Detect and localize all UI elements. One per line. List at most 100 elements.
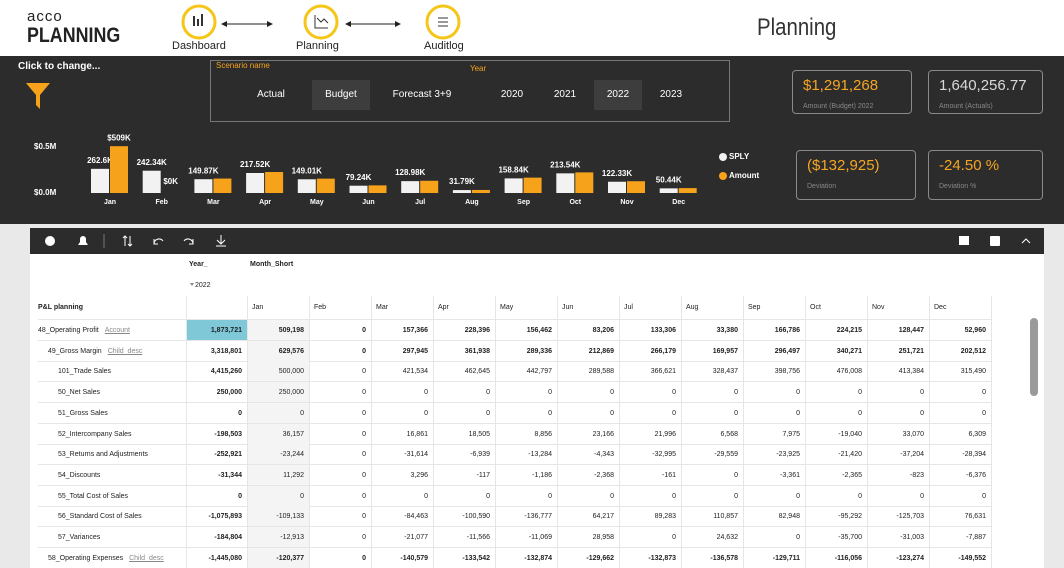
- x-tick-label: Nov: [620, 199, 633, 206]
- redo-icon[interactable]: [183, 238, 194, 245]
- nav-label[interactable]: Dashboard: [172, 40, 226, 52]
- save-icon[interactable]: [990, 236, 1000, 246]
- x-tick-label: Oct: [569, 199, 581, 206]
- bar: [368, 185, 387, 193]
- bar: [523, 177, 542, 193]
- table-cell: -123,274: [868, 547, 930, 568]
- scenario-option[interactable]: Actual: [257, 89, 285, 100]
- table-cell: 0: [310, 320, 372, 341]
- nav-label[interactable]: Planning: [296, 40, 339, 52]
- table-cell: 0: [310, 527, 372, 548]
- table-cell: -6,376: [930, 464, 992, 486]
- month-header: Sep: [744, 296, 806, 320]
- table-cell: 413,384: [868, 361, 930, 383]
- year-option[interactable]: 2021: [553, 89, 577, 100]
- scenario-label: Scenario name: [216, 61, 270, 70]
- filter-panel: Click to change... Scenario name Year $0…: [0, 56, 1064, 224]
- bar: [349, 185, 368, 193]
- table-cell: -823: [868, 464, 930, 486]
- table-cell: 0: [310, 506, 372, 528]
- scenario-option[interactable]: Budget: [312, 80, 370, 110]
- bar: [246, 172, 265, 193]
- y-tick-label: $0.5M: [34, 142, 57, 151]
- row-label-text: 48_Operating Profit: [38, 327, 99, 334]
- table-cell: 289,588: [558, 361, 620, 383]
- collapse-icon[interactable]: [1021, 238, 1031, 244]
- table-cell: 251,721: [868, 340, 930, 362]
- expand-icon[interactable]: [190, 283, 194, 286]
- row-label-text: 49_Gross Margin: [48, 347, 102, 355]
- legend-marker: [719, 153, 727, 161]
- table-cell: -21,420: [806, 444, 868, 466]
- table-cell: 202,512: [930, 340, 992, 362]
- table-cell: -28,394: [930, 444, 992, 466]
- table-cell: 23,166: [558, 423, 620, 445]
- empty: [187, 296, 248, 320]
- download-icon[interactable]: [216, 235, 226, 247]
- table-cell: 442,797: [496, 361, 558, 383]
- row-label-text: 57_Variances: [58, 534, 101, 541]
- bell-icon[interactable]: [78, 236, 88, 245]
- table-cell: 83,206: [558, 320, 620, 341]
- row-tag[interactable]: Child_desc: [107, 347, 143, 355]
- bar: [678, 188, 697, 193]
- table-cell: 462,645: [434, 361, 496, 383]
- table-cell: -31,614: [372, 444, 434, 466]
- table-cell: -109,133: [248, 506, 310, 528]
- row-label: 48_Operating Profit Account: [38, 320, 187, 341]
- table-cell: 0: [187, 402, 248, 424]
- table-cell: 133,306: [620, 320, 682, 341]
- row-label-text: 56_Standard Cost of Sales: [58, 513, 142, 521]
- table-cell: 0: [310, 485, 372, 507]
- table-cell: 289,336: [496, 340, 558, 362]
- table-cell: 82,948: [744, 506, 806, 528]
- nav-label[interactable]: Auditlog: [424, 40, 464, 52]
- data-label: 242.34K: [137, 158, 167, 167]
- header: acco PLANNING Dashboard Planning Auditlo…: [0, 0, 1064, 56]
- table-cell: 7,975: [744, 423, 806, 445]
- table-cell: 0: [806, 402, 868, 424]
- x-tick-label: Sep: [517, 199, 530, 206]
- year-header: 2022: [195, 282, 211, 289]
- table-cell: 89,283: [620, 506, 682, 528]
- bar: [110, 146, 128, 193]
- row-tag[interactable]: Account: [104, 327, 130, 334]
- table-cell: 0: [310, 402, 372, 424]
- table-cell: 0: [868, 382, 930, 404]
- table-cell: -4,343: [558, 444, 620, 466]
- row-label: 49_Gross Margin Child_desc: [38, 340, 187, 362]
- table-cell: -11,566: [434, 527, 496, 548]
- row-tag[interactable]: Child_desc: [129, 554, 164, 562]
- table-cell: 169,957: [682, 340, 744, 362]
- row-label: 53_Returns and Adjustments: [38, 444, 187, 466]
- table-cell: 0: [310, 361, 372, 383]
- table-cell: 0: [930, 382, 992, 404]
- year-option[interactable]: 2023: [659, 89, 683, 100]
- sort-icon[interactable]: [122, 235, 133, 247]
- year-option[interactable]: 2020: [500, 89, 524, 100]
- table-cell: 228,396: [434, 320, 496, 341]
- click-label[interactable]: Click to change...: [18, 61, 101, 72]
- filter-icon[interactable]: [26, 83, 50, 109]
- table-cell: -117: [434, 464, 496, 486]
- table-cell: 0: [682, 382, 744, 404]
- table-cell: 212,869: [558, 340, 620, 362]
- empty: [38, 275, 1028, 296]
- row-label: 55_Total Cost of Sales: [38, 485, 187, 507]
- comment-icon[interactable]: [959, 236, 969, 245]
- table-cell: 0: [372, 485, 434, 507]
- scenario-option[interactable]: Forecast 3+9: [392, 89, 452, 100]
- column-header: Year_: [189, 261, 208, 268]
- info-icon[interactable]: [45, 236, 55, 246]
- kpi-card: $1,291,268 Amount (Budget) 2022: [792, 70, 912, 114]
- table-cell: 0: [868, 402, 930, 424]
- year-option[interactable]: 2022: [594, 80, 642, 110]
- table-cell: 0: [930, 485, 992, 507]
- bar: [142, 170, 161, 193]
- data-label: 158.84K: [498, 165, 528, 174]
- data-label: 262.6K: [87, 156, 113, 165]
- undo-icon[interactable]: [153, 238, 164, 245]
- scrollbar[interactable]: [1030, 318, 1038, 396]
- table-cell: 3,318,801: [187, 340, 248, 362]
- table-cell: 166,786: [744, 320, 806, 341]
